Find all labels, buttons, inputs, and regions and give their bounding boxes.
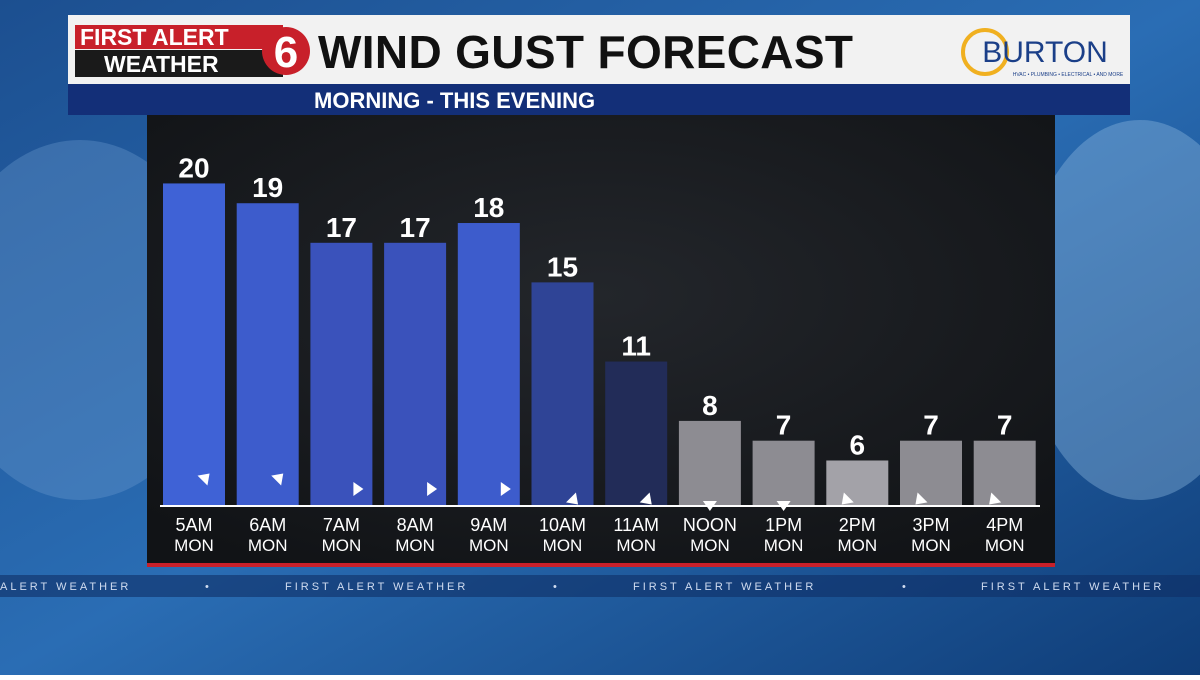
- arrow-head: [915, 492, 928, 505]
- x-tick-sublabel: MON: [322, 536, 362, 555]
- logo-top: FIRST ALERT: [80, 24, 229, 50]
- value-label: 15: [547, 251, 578, 282]
- x-tick-sublabel: MON: [469, 536, 509, 555]
- x-tick-sublabel: MON: [616, 536, 656, 555]
- arrow-head: [566, 492, 579, 505]
- chart-subtitle: MORNING - THIS EVENING: [314, 88, 595, 113]
- x-tick-label: 5AM: [175, 515, 212, 535]
- bar: [531, 282, 594, 506]
- wind-arrow: [252, 473, 284, 505]
- arrow-shaft: [178, 477, 206, 505]
- x-tick-label: 1PM: [765, 515, 802, 535]
- chart-title: WIND GUST FORECAST: [318, 26, 853, 78]
- ticker: ALERT WEATHER • FIRST ALERT WEATHER • FI…: [0, 581, 1164, 593]
- x-tick-label: 10AM: [539, 515, 586, 535]
- x-tick-sublabel: MON: [764, 536, 804, 555]
- value-label: 17: [400, 212, 431, 243]
- logo-bottom: WEATHER: [104, 51, 219, 77]
- value-label: 17: [326, 212, 357, 243]
- bar: [457, 223, 520, 506]
- arrow-head: [197, 473, 210, 486]
- arrow-shaft: [546, 473, 574, 501]
- wind-arrow: [989, 473, 1021, 505]
- bar: [973, 440, 1036, 506]
- x-tick-label: 9AM: [470, 515, 507, 535]
- arrow-head: [353, 482, 364, 496]
- sponsor-mark: [961, 28, 1009, 76]
- x-tick-label: 3PM: [912, 515, 949, 535]
- arrow-shaft: [252, 477, 280, 505]
- x-tick-label: 7AM: [323, 515, 360, 535]
- arrow-shaft: [620, 473, 648, 501]
- panel-rule: [147, 563, 1055, 567]
- logo-number: 6: [274, 28, 298, 77]
- x-tick-sublabel: MON: [543, 536, 583, 555]
- bar: [826, 460, 889, 506]
- bar: [310, 242, 373, 507]
- arrow-shaft: [845, 473, 873, 501]
- x-tick-label: 11AM: [613, 515, 659, 535]
- x-tick-sublabel: MON: [911, 536, 951, 555]
- arrow-head: [841, 492, 854, 505]
- plot: 205AMMON196AMMON177AMMON178AMMON189AMMON…: [160, 152, 1040, 555]
- x-tick-label: 2PM: [839, 515, 876, 535]
- arrow-head: [989, 492, 1002, 505]
- ticker-sep: •: [902, 581, 909, 593]
- bar: [900, 440, 962, 506]
- cloud: [1020, 120, 1200, 500]
- x-tick-label: 6AM: [249, 515, 286, 535]
- value-label: 6: [850, 429, 866, 460]
- wind-arrow: [321, 482, 364, 496]
- wind-arrow: [546, 473, 579, 505]
- logo-black: [75, 50, 283, 77]
- bar: [163, 183, 225, 506]
- wind-arrow: [841, 473, 873, 505]
- ticker-text: FIRST ALERT WEATHER: [633, 581, 816, 593]
- ticker-text: FIRST ALERT WEATHER: [981, 581, 1164, 593]
- bar: [236, 203, 299, 506]
- x-tick-label: NOON: [683, 515, 737, 535]
- x-tick-sublabel: MON: [985, 536, 1025, 555]
- ticker-band: [0, 575, 1200, 597]
- ticker-text: ALERT WEATHER: [0, 581, 131, 593]
- value-label: 7: [997, 410, 1013, 441]
- wind-arrow: [468, 482, 511, 496]
- logo-badge: [262, 27, 310, 75]
- arrow-shaft: [919, 473, 947, 501]
- value-label: 7: [776, 410, 792, 441]
- value-label: 8: [702, 390, 718, 421]
- value-label: 20: [178, 152, 209, 183]
- arrow-head: [639, 492, 652, 505]
- bar: [384, 242, 447, 507]
- ticker-sep: •: [553, 581, 560, 593]
- wind-arrow: [178, 473, 210, 505]
- wind-arrow: [915, 473, 947, 505]
- subtitle-band: [68, 84, 1130, 115]
- ticker-sep: •: [205, 581, 212, 593]
- sponsor-name: BURTON: [982, 36, 1108, 69]
- bar: [605, 361, 668, 506]
- wind-arrow: [395, 482, 438, 496]
- logo-red: [75, 25, 283, 49]
- arrow-head: [500, 482, 511, 496]
- x-tick-sublabel: MON: [690, 536, 730, 555]
- value-label: 11: [621, 331, 651, 362]
- value-label: 7: [923, 410, 939, 441]
- value-label: 19: [252, 172, 283, 203]
- x-tick-sublabel: MON: [395, 536, 435, 555]
- x-tick-label: 8AM: [397, 515, 434, 535]
- arrow-shaft: [993, 473, 1021, 501]
- arrow-head: [427, 482, 438, 496]
- arrow-head: [271, 473, 284, 486]
- sponsor-tagline: HVAC • PLUMBING • ELECTRICAL • AND MORE: [1013, 72, 1124, 78]
- value-label: 18: [473, 192, 504, 223]
- x-tick-sublabel: MON: [837, 536, 877, 555]
- x-tick-sublabel: MON: [174, 536, 214, 555]
- x-tick-label: 4PM: [986, 515, 1023, 535]
- wind-arrow: [620, 473, 652, 505]
- ticker-text: FIRST ALERT WEATHER: [285, 581, 468, 593]
- x-tick-sublabel: MON: [248, 536, 288, 555]
